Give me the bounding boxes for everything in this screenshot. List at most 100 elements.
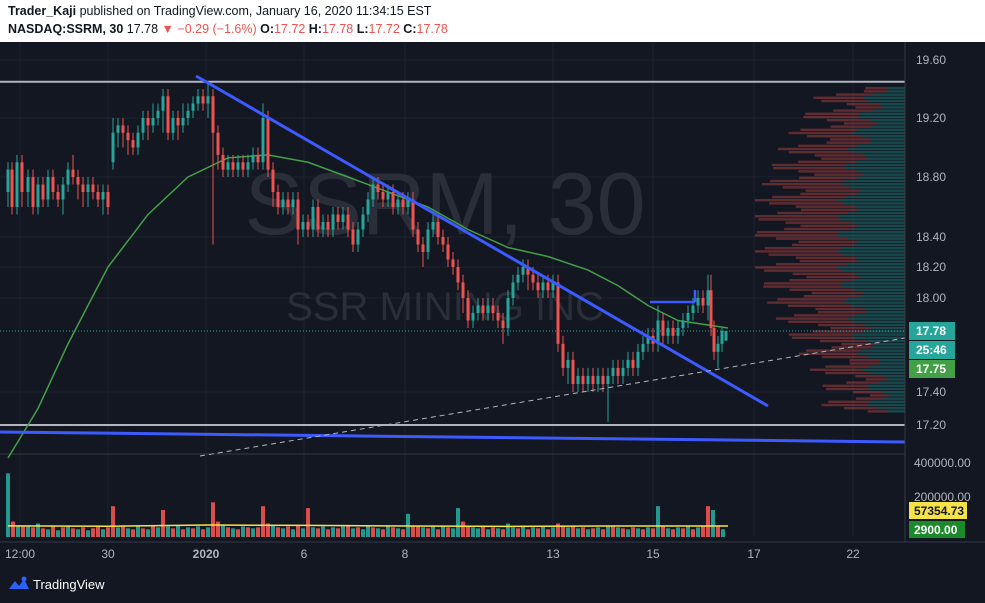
volume-bar — [156, 527, 160, 537]
candle-body — [709, 290, 713, 328]
candle — [706, 274, 710, 321]
profile-bar-sell — [852, 391, 882, 394]
price-change: ▼ −0.29 (−1.6%) — [161, 22, 257, 36]
profile-bar-buy — [837, 250, 905, 253]
candle — [541, 274, 545, 298]
profile-bar-sell — [755, 250, 838, 253]
time-tick-label: 8 — [402, 547, 409, 561]
price-tick-label: 19.60 — [916, 53, 946, 67]
candle-body — [616, 367, 620, 376]
volume-bar — [201, 529, 205, 537]
volume-bar — [101, 529, 105, 537]
profile-bar-sell — [778, 147, 848, 151]
price-chart[interactable]: SSRM, 30 SSR MINING INC 19.6019.2018.801… — [0, 42, 985, 567]
profile-bar-sell — [791, 336, 855, 339]
candle — [331, 207, 335, 237]
volume-last-tag-label: 2900.00 — [914, 523, 958, 537]
profile-bar-sell — [811, 291, 864, 295]
profile-bar-sell — [788, 131, 853, 135]
profile-bar-buy — [860, 112, 905, 115]
brand-bar: TradingView — [0, 567, 985, 603]
profile-bar-buy — [869, 141, 905, 144]
volume-bar — [706, 506, 710, 537]
profile-bar-buy — [846, 237, 905, 240]
volume-bar — [396, 528, 400, 537]
horizontal-levels[interactable] — [0, 80, 905, 426]
volume-bar — [151, 525, 155, 537]
volume-bar — [226, 527, 230, 537]
candle — [181, 103, 185, 133]
candle — [451, 252, 455, 275]
candle-body — [576, 375, 580, 384]
profile-bar-buy — [839, 218, 905, 221]
volume-bar — [376, 528, 380, 537]
candle-body — [341, 214, 345, 222]
candle — [146, 110, 150, 141]
candle — [71, 154, 75, 185]
candle-body — [556, 282, 560, 344]
candle-body — [626, 359, 630, 368]
trendlines[interactable] — [0, 74, 906, 457]
candle — [511, 274, 515, 306]
candle-body — [436, 222, 440, 237]
candle-body — [236, 162, 240, 170]
candle-body — [506, 298, 510, 328]
candle — [701, 290, 705, 313]
volume-bar — [136, 526, 140, 537]
volume-ma-tag-bg — [909, 502, 967, 519]
candle — [686, 305, 690, 328]
profile-bar-buy — [879, 359, 905, 362]
volume-bar — [311, 527, 315, 537]
profile-bar-buy — [851, 221, 905, 224]
candle — [211, 89, 215, 245]
profile-bar-sell — [800, 208, 859, 211]
author-name[interactable]: Trader_Kaji — [8, 4, 77, 18]
profile-bar-buy — [847, 298, 905, 301]
profile-bar-buy — [854, 336, 905, 339]
candle-body — [426, 229, 430, 252]
candle — [36, 177, 40, 215]
price-tag-label: 17.78 — [916, 324, 946, 338]
profile-bar-sell — [792, 272, 855, 275]
profile-bar-sell — [758, 218, 840, 221]
candle — [231, 154, 235, 177]
candle-body — [411, 199, 415, 230]
symbol-label[interactable]: NASDAQ:SSRM, 30 — [8, 22, 124, 36]
candle — [96, 184, 100, 207]
volume-bar — [276, 527, 280, 537]
volume-bar — [371, 527, 375, 537]
volume-bar — [26, 525, 30, 537]
profile-bar-sell — [844, 407, 878, 410]
volume-bar — [286, 526, 290, 537]
volume-tick-label: 200000.00 — [914, 490, 971, 504]
candle — [341, 207, 345, 230]
volume-last-tag: 2900.00 — [909, 521, 965, 538]
candle — [221, 147, 225, 177]
candle — [86, 177, 90, 207]
candle-body — [296, 199, 300, 230]
profile-bar-buy — [843, 253, 905, 256]
brand-name[interactable]: TradingView — [33, 577, 105, 592]
candle-body — [91, 184, 95, 192]
volume-bar — [426, 528, 430, 537]
profile-bar-buy — [838, 231, 905, 234]
price-tick-label: 19.20 — [916, 111, 946, 125]
profile-bar-sell — [761, 183, 841, 186]
volume-bar — [561, 525, 565, 537]
volume-bar — [701, 525, 705, 537]
volume-bar — [716, 525, 720, 537]
descending-trendline — [195, 74, 769, 408]
volume-bar — [581, 527, 585, 537]
profile-bar-buy — [854, 272, 905, 275]
candle-body — [461, 282, 465, 298]
volume-bar — [696, 527, 700, 537]
profile-bar-sell — [799, 176, 858, 179]
profile-bar-buy — [882, 397, 905, 400]
volume-bar — [41, 528, 45, 537]
price-axis-bg — [905, 42, 985, 567]
candle-body — [476, 305, 480, 313]
volume-bar — [121, 525, 125, 537]
candle-body — [101, 192, 105, 200]
profile-bar-sell — [787, 304, 853, 307]
candle-body — [536, 282, 540, 291]
